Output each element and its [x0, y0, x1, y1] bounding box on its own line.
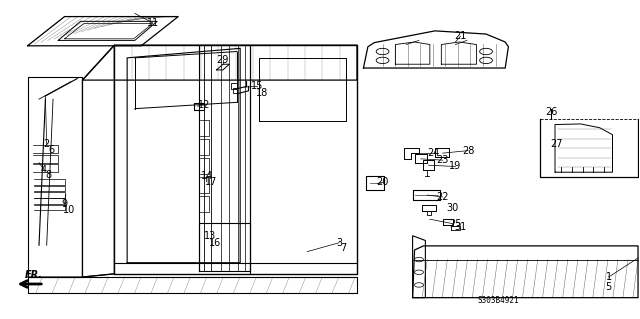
Text: 26: 26: [545, 108, 557, 117]
Text: 22: 22: [436, 192, 449, 202]
Text: 23: 23: [436, 155, 449, 165]
Text: 9: 9: [61, 199, 68, 209]
Text: 16: 16: [209, 238, 221, 248]
Text: 14: 14: [201, 171, 213, 181]
Text: 12: 12: [198, 100, 210, 110]
Text: 4: 4: [41, 165, 47, 175]
Text: FR.: FR.: [25, 270, 43, 279]
Text: 24: 24: [428, 148, 440, 158]
Text: 8: 8: [45, 170, 52, 180]
Text: 7: 7: [340, 243, 347, 253]
Text: 6: 6: [48, 145, 54, 155]
Text: 28: 28: [462, 145, 474, 156]
Text: 15: 15: [252, 81, 264, 92]
Text: 3: 3: [336, 238, 342, 248]
Text: 2: 2: [44, 139, 50, 149]
Text: 10: 10: [63, 205, 75, 215]
Text: 27: 27: [550, 139, 563, 149]
Text: 21: 21: [454, 31, 467, 41]
Text: S303B4921: S303B4921: [478, 296, 520, 305]
Text: 5: 5: [605, 282, 612, 292]
Text: 13: 13: [204, 231, 216, 241]
Text: 20: 20: [376, 177, 388, 187]
Text: 1: 1: [605, 272, 612, 282]
Text: 19: 19: [449, 161, 461, 172]
Text: 11: 11: [147, 18, 159, 28]
Text: 29: 29: [217, 56, 229, 65]
Text: 31: 31: [454, 222, 467, 232]
Text: 25: 25: [449, 219, 461, 229]
Text: 30: 30: [447, 203, 459, 213]
Text: 18: 18: [257, 88, 269, 98]
Text: 17: 17: [205, 177, 218, 187]
